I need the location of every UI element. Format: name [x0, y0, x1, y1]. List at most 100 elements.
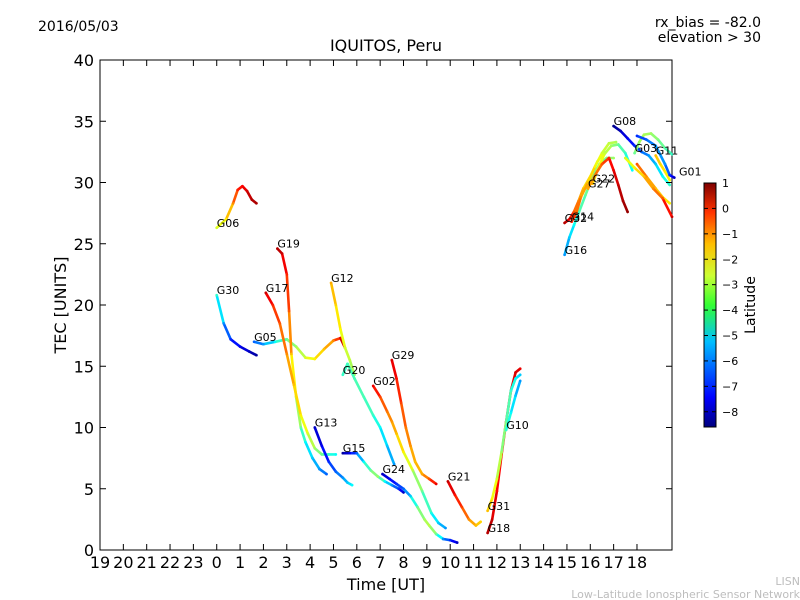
x-tick-label: 20	[113, 553, 133, 572]
data-point	[290, 352, 293, 356]
data-point	[661, 175, 664, 178]
series-label: G32	[565, 212, 588, 225]
data-point	[486, 531, 489, 535]
data-point	[402, 487, 405, 491]
colorbar-tick-label: −4	[722, 304, 738, 317]
data-point	[320, 444, 324, 448]
series-segment	[238, 345, 251, 353]
series-segment	[586, 165, 597, 184]
footer-network: Low-Latitude Ionospheric Sensor Network	[571, 588, 800, 600]
series-label: G22	[593, 173, 616, 186]
series-segment	[600, 142, 611, 155]
series-segment	[409, 444, 417, 464]
series-segment	[460, 505, 471, 521]
series-segment	[371, 413, 382, 429]
series-segment	[621, 199, 629, 214]
series-segment	[661, 197, 674, 219]
data-point	[568, 236, 571, 239]
data-point	[668, 202, 671, 205]
series-G03	[633, 132, 674, 156]
data-point	[397, 487, 401, 491]
series-segment	[385, 444, 396, 466]
series-label: G13	[315, 417, 338, 430]
data-point	[504, 420, 508, 423]
colorbar-ticks: 1 0 −1 −2 −3 −4 −5 −6 −7 −8	[704, 177, 738, 419]
data-point	[656, 138, 660, 141]
data-point	[518, 379, 522, 383]
data-point	[514, 377, 517, 380]
data-point	[474, 524, 478, 527]
series-segment	[654, 162, 665, 178]
series-label: G31	[488, 500, 511, 513]
series-G10	[504, 379, 522, 432]
data-point	[285, 338, 289, 341]
series-G17	[264, 291, 338, 456]
data-point	[518, 367, 522, 371]
data-point	[402, 450, 405, 454]
data-point	[614, 140, 618, 144]
series-segment	[427, 477, 438, 486]
x-tick-label: 0	[212, 553, 222, 572]
series-label: G17	[266, 282, 289, 295]
data-point	[327, 460, 331, 464]
series-segment	[616, 143, 627, 155]
series-labels: G06 G30 G05 G19 G17 G12 G20 G13 G15 G02 G29 G24 G21 G…	[217, 115, 702, 535]
footer-lisn: LISN	[775, 575, 800, 588]
data-point	[325, 472, 328, 476]
series-segment	[395, 482, 405, 491]
data-point	[355, 451, 359, 455]
data-point	[584, 193, 587, 197]
series-segment	[402, 450, 415, 472]
series-segment	[658, 162, 667, 173]
data-point	[638, 140, 641, 144]
series-label: G08	[614, 115, 637, 128]
series-segment	[215, 218, 228, 230]
series-segment	[490, 477, 499, 500]
y-tick-label: 35	[74, 112, 94, 131]
data-point	[392, 463, 396, 466]
data-point	[313, 426, 317, 429]
data-point	[390, 358, 394, 362]
series-segment	[612, 169, 620, 187]
y-tick-label: 20	[74, 296, 94, 315]
series-label: G06	[217, 217, 240, 230]
data-point	[346, 362, 349, 366]
data-point	[376, 475, 380, 478]
data-point	[579, 195, 583, 199]
series-label: G30	[217, 284, 240, 297]
data-point	[304, 356, 307, 360]
data-point	[388, 477, 391, 481]
series-segment	[593, 151, 604, 168]
data-point	[413, 460, 417, 464]
series-segment	[420, 489, 433, 515]
series-segment	[602, 144, 613, 156]
series-segment	[420, 472, 431, 481]
plot-area: G06 G30 G05 G19 G17 G12 G20 G13 G15 G02 G29 G24 G21 G…	[74, 51, 702, 572]
data-point	[350, 483, 354, 487]
series-segment	[334, 303, 342, 331]
data-point	[224, 218, 228, 221]
data-point	[624, 156, 627, 160]
data-point	[411, 469, 415, 472]
data-point	[362, 460, 366, 464]
series-segment	[642, 175, 655, 190]
series-segment	[446, 480, 457, 497]
series-segment	[388, 477, 398, 486]
series-segment	[486, 497, 494, 513]
data-point	[617, 143, 620, 146]
data-point	[633, 151, 636, 155]
data-point	[617, 183, 620, 187]
series-G02	[371, 384, 447, 530]
data-point	[568, 218, 571, 221]
data-point	[404, 426, 408, 429]
series-G30	[215, 293, 258, 357]
data-point	[635, 134, 639, 138]
series-segment	[248, 350, 258, 357]
series-segment	[663, 146, 674, 156]
series-label: G24	[383, 463, 406, 476]
data-point	[395, 432, 398, 435]
data-point	[378, 395, 382, 399]
series-segment	[399, 401, 408, 429]
data-point	[446, 480, 450, 483]
y-axis-ticks: 0 5 10 15 20 25 30 35 40	[74, 51, 672, 560]
